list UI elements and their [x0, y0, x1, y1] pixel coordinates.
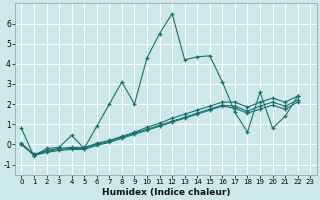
X-axis label: Humidex (Indice chaleur): Humidex (Indice chaleur): [101, 188, 230, 197]
